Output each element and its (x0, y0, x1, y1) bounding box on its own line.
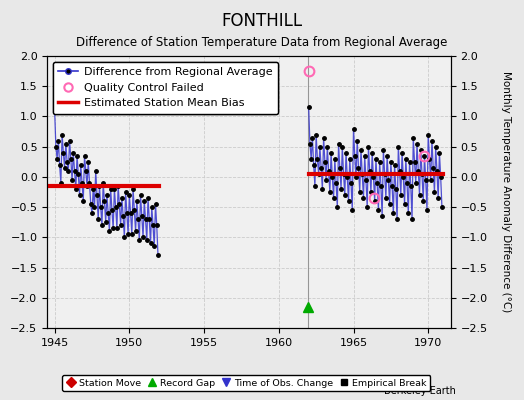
Y-axis label: Monthly Temperature Anomaly Difference (°C): Monthly Temperature Anomaly Difference (… (501, 71, 511, 313)
Text: Berkeley Earth: Berkeley Earth (384, 386, 456, 396)
Text: FONTHILL: FONTHILL (222, 12, 302, 30)
Text: Difference of Station Temperature Data from Regional Average: Difference of Station Temperature Data f… (77, 36, 447, 49)
Legend: Difference from Regional Average, Quality Control Failed, Estimated Station Mean: Difference from Regional Average, Qualit… (53, 62, 278, 114)
Legend: Station Move, Record Gap, Time of Obs. Change, Empirical Break: Station Move, Record Gap, Time of Obs. C… (62, 375, 430, 391)
